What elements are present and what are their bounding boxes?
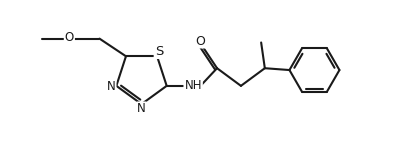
Text: NH: NH <box>184 79 202 92</box>
Text: S: S <box>155 45 163 58</box>
Text: O: O <box>195 34 206 48</box>
Text: O: O <box>65 31 74 44</box>
Text: N: N <box>137 102 146 115</box>
Text: N: N <box>107 80 115 93</box>
